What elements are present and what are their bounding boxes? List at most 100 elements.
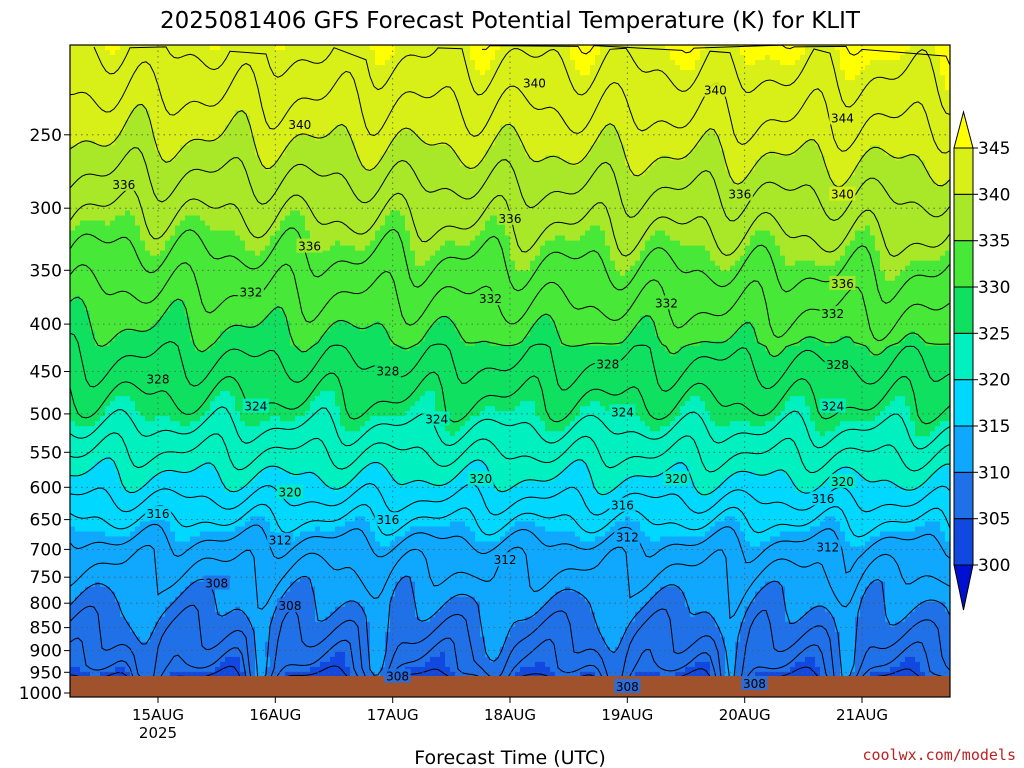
contour-label-bg bbox=[829, 110, 856, 125]
colorbar: 300 305 310 315 320 325 330 335 340 345 bbox=[953, 110, 1010, 611]
y-tick-label: 650 bbox=[30, 511, 62, 531]
contour-label-bg bbox=[819, 305, 846, 320]
y-tick-label: 300 bbox=[30, 199, 62, 219]
contour-label-bg bbox=[609, 497, 636, 512]
contour-label-bg bbox=[829, 186, 856, 201]
y-tick-label: 450 bbox=[30, 363, 62, 383]
contour-label-bg bbox=[374, 363, 401, 378]
contour-label-bg bbox=[384, 668, 411, 683]
contour-label: 328 bbox=[596, 357, 619, 371]
contour-label: 336 bbox=[728, 188, 751, 202]
colorbar-swatch bbox=[953, 286, 974, 334]
colorbar-swatch bbox=[953, 147, 974, 195]
contour-label-bg bbox=[492, 552, 519, 567]
contour-label: 312 bbox=[269, 534, 292, 548]
colorbar-label: 310 bbox=[978, 463, 1010, 483]
contour-label-bg bbox=[819, 398, 846, 413]
y-tick-label: 1000 bbox=[19, 684, 62, 704]
contour-label-bg bbox=[286, 117, 313, 132]
x-tick-label: 15AUG bbox=[132, 706, 184, 724]
contour-label: 308 bbox=[279, 599, 302, 613]
contour-label: 312 bbox=[616, 531, 639, 545]
contour-label: 324 bbox=[821, 400, 844, 414]
colorbar-swatch bbox=[953, 379, 974, 427]
contour-label-bg bbox=[653, 295, 680, 310]
contour-label: 336 bbox=[298, 240, 321, 254]
contour-label: 344 bbox=[831, 111, 854, 125]
y-tick-label: 950 bbox=[30, 663, 62, 683]
contour-label-bg bbox=[814, 539, 841, 554]
x-axis-label: Forecast Time (UTC) bbox=[414, 747, 605, 768]
contour-label: 308 bbox=[205, 577, 228, 591]
x-tick-label: 16AUG bbox=[249, 706, 301, 724]
contour-label: 320 bbox=[279, 486, 302, 500]
contour-label: 308 bbox=[616, 680, 639, 694]
colorbar-label: 305 bbox=[978, 510, 1010, 530]
contour-label: 308 bbox=[386, 670, 409, 684]
contour-label: 328 bbox=[376, 365, 399, 379]
x-tick-label: 20AUG bbox=[719, 706, 771, 724]
plot-grid bbox=[70, 45, 950, 697]
contour-label-bg bbox=[609, 404, 636, 419]
colorbar-label: 340 bbox=[978, 185, 1010, 205]
y-axis: 250 300 350 400 450 500 550 600 650 700 750 800 850 9… bbox=[19, 126, 70, 704]
contour-label-bg bbox=[594, 356, 621, 371]
x-tick-label: 18AUG bbox=[484, 706, 536, 724]
contour-label-bg bbox=[477, 291, 504, 306]
contour-label: 316 bbox=[376, 513, 399, 527]
contour-label-bg bbox=[809, 491, 836, 506]
contour-label-bg bbox=[110, 176, 137, 191]
colorbar-swatch bbox=[953, 425, 974, 473]
y-tick-label: 550 bbox=[30, 443, 62, 463]
y-tick-label: 800 bbox=[30, 594, 62, 614]
contour-label-bg bbox=[824, 357, 851, 372]
contour-label-bg bbox=[276, 598, 304, 613]
contour-label: 332 bbox=[479, 292, 502, 306]
colorbar-label: 300 bbox=[978, 556, 1010, 576]
contour-label: 332 bbox=[821, 307, 844, 321]
colorbar-swatch bbox=[953, 471, 974, 520]
y-tick-label: 750 bbox=[30, 568, 62, 588]
contour-label-bg bbox=[296, 238, 323, 253]
contour-label-bg bbox=[237, 284, 264, 299]
colorbar-label: 335 bbox=[978, 232, 1010, 252]
colorbar-underflow bbox=[953, 564, 974, 611]
chart-title: 2025081406 GFS Forecast Potential Temper… bbox=[160, 8, 861, 34]
contour-label-bg bbox=[829, 473, 856, 488]
contour-label-bg bbox=[614, 529, 641, 544]
contour-label: 312 bbox=[816, 541, 839, 555]
contour-label: 320 bbox=[665, 472, 688, 486]
colorbar-label: 345 bbox=[978, 139, 1010, 159]
y-tick-label: 850 bbox=[30, 619, 62, 639]
colorbar-label: 315 bbox=[978, 417, 1010, 437]
contour-label: 308 bbox=[743, 677, 766, 691]
contour-label: 336 bbox=[112, 178, 135, 192]
contour-label: 312 bbox=[494, 553, 517, 567]
y-tick-label: 900 bbox=[30, 642, 62, 662]
y-tick-label: 250 bbox=[30, 126, 62, 146]
contour-label: 340 bbox=[704, 84, 727, 98]
colorbar-swatch bbox=[953, 240, 974, 288]
colorbar-label: 320 bbox=[978, 371, 1010, 391]
contour-label: 328 bbox=[826, 358, 849, 372]
contour-label-bg bbox=[276, 484, 304, 499]
contour-label-bg bbox=[203, 575, 230, 590]
colorbar-overflow bbox=[953, 110, 974, 149]
contour-label: 316 bbox=[611, 499, 634, 513]
x-tick-sublabel: 2025 bbox=[139, 724, 177, 742]
colorbar-swatch bbox=[953, 518, 974, 566]
contour-label-bg bbox=[726, 186, 753, 201]
y-tick-label: 600 bbox=[30, 478, 62, 498]
theta-filled-contours bbox=[70, 45, 950, 697]
x-tick-label: 21AUG bbox=[836, 706, 888, 724]
contour-label: 320 bbox=[831, 475, 854, 489]
contour-label-bg bbox=[829, 275, 856, 290]
contour-label-bg bbox=[242, 398, 269, 413]
contour-label-bg bbox=[614, 678, 641, 693]
contour-label: 332 bbox=[655, 296, 678, 310]
contour-label-bg bbox=[423, 411, 450, 426]
x-tick-label: 17AUG bbox=[367, 706, 419, 724]
colorbar-label: 330 bbox=[978, 278, 1010, 298]
